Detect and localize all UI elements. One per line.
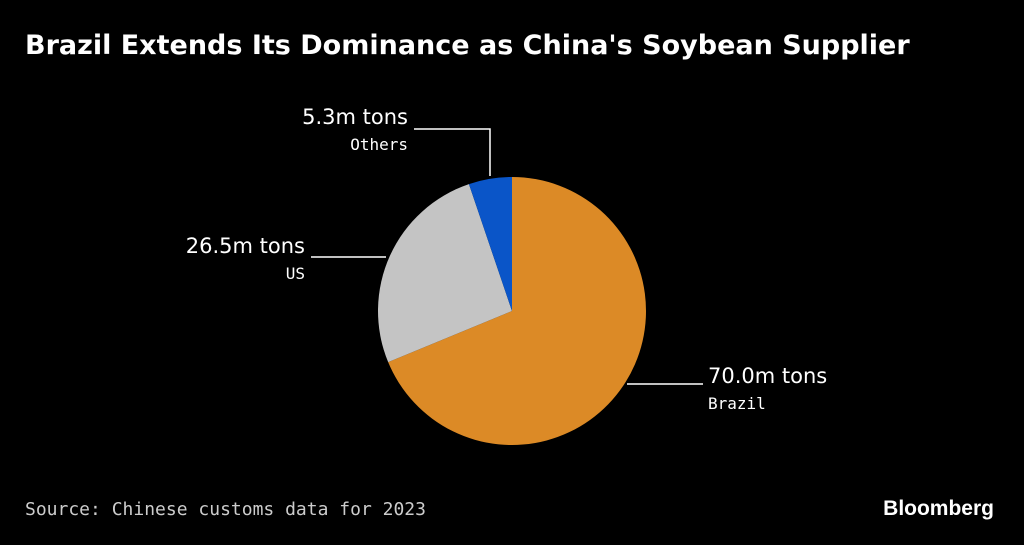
- source-note: Source: Chinese customs data for 2023: [25, 499, 426, 520]
- value-label-brazil: 70.0m tons: [708, 364, 827, 388]
- slice-us: [378, 184, 512, 363]
- slice-others: [468, 177, 512, 311]
- leader-line-others: [414, 128, 491, 176]
- bloomberg-logo: Bloomberg: [883, 497, 994, 520]
- value-label-others: 5.3m tons: [302, 105, 408, 129]
- category-label-others: Others: [350, 135, 408, 154]
- category-label-brazil: Brazil: [708, 394, 766, 413]
- slice-labels: 70.0m tons Brazil 26.5m tons US 5.3m tons Oth…: [186, 105, 827, 413]
- value-label-us: 26.5m tons: [186, 234, 305, 258]
- pie-slices: [378, 177, 647, 445]
- category-label-us: US: [286, 264, 305, 283]
- slice-brazil: [388, 177, 647, 445]
- chart-title: Brazil Extends Its Dominance as China's …: [25, 30, 910, 61]
